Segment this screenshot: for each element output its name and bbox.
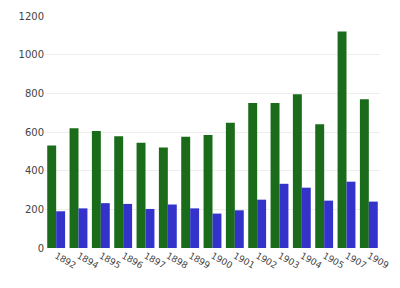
svg-text:1200: 1200	[19, 11, 44, 22]
svg-text:1901: 1901	[232, 250, 257, 270]
svg-text:400: 400	[25, 165, 44, 176]
svg-text:1905: 1905	[321, 250, 346, 270]
svg-text:1898: 1898	[165, 250, 190, 270]
svg-text:0: 0	[38, 243, 44, 254]
svg-text:200: 200	[25, 204, 44, 215]
svg-text:1897: 1897	[142, 250, 167, 270]
svg-text:600: 600	[25, 127, 44, 138]
svg-text:1899: 1899	[187, 250, 212, 270]
svg-text:1892: 1892	[53, 250, 78, 270]
svg-text:1895: 1895	[98, 250, 123, 270]
svg-text:1900: 1900	[209, 250, 234, 270]
svg-text:1896: 1896	[120, 250, 145, 270]
svg-text:1000: 1000	[19, 49, 44, 60]
svg-text:1894: 1894	[75, 250, 100, 270]
svg-text:800: 800	[25, 88, 44, 99]
svg-text:1903: 1903	[276, 250, 301, 270]
svg-text:1904: 1904	[299, 250, 324, 270]
svg-text:1909: 1909	[366, 250, 391, 270]
svg-text:1907: 1907	[343, 250, 368, 270]
svg-text:1902: 1902	[254, 250, 279, 270]
